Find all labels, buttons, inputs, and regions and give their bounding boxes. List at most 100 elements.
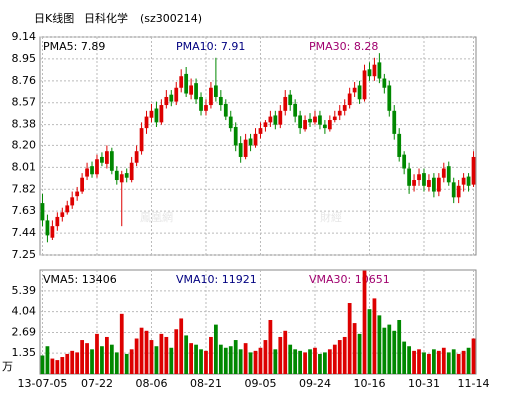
- y-tick-label: 4.04: [12, 305, 37, 318]
- candle-body: [342, 105, 347, 111]
- candle-body: [258, 128, 263, 134]
- x-tick-label: 08-06: [135, 377, 167, 390]
- legend-entry: VMA5: 13406: [43, 273, 117, 286]
- candle-body: [164, 96, 169, 106]
- volume-bar: [283, 330, 288, 374]
- volume-bar: [169, 347, 174, 374]
- candle-body: [327, 120, 332, 130]
- x-tick-label: 13-07-05: [18, 377, 68, 390]
- candle-body: [223, 103, 228, 117]
- volume-bar: [323, 352, 327, 374]
- candle-body: [233, 126, 238, 146]
- volume-bar: [233, 340, 238, 374]
- volume-bar: [357, 333, 362, 374]
- x-tick-label: 10-16: [353, 377, 385, 390]
- volume-bar: [248, 352, 253, 374]
- volume-bar: [367, 309, 372, 374]
- volume-bar: [179, 318, 184, 374]
- y-tick-label: 7.82: [12, 182, 37, 195]
- volume-bar: [451, 349, 456, 374]
- candle-body: [377, 62, 382, 79]
- candle-body: [204, 105, 208, 111]
- candle-body: [114, 170, 119, 181]
- candle-body: [70, 197, 75, 206]
- candle-body: [119, 174, 124, 183]
- candle-body: [199, 96, 203, 111]
- volume-bar: [253, 350, 258, 374]
- candle-body: [184, 73, 189, 94]
- volume-bar: [278, 336, 283, 374]
- candle-body: [129, 162, 134, 181]
- volume-bar: [70, 350, 75, 374]
- volume-bar: [298, 350, 302, 374]
- candle-body: [134, 151, 139, 163]
- candle-body: [422, 173, 426, 186]
- volume-bar: [288, 344, 293, 374]
- candle-body: [214, 85, 218, 97]
- candle-body: [323, 124, 327, 129]
- y-tick-label: 7.25: [12, 248, 37, 261]
- y-tick-label: 2.69: [12, 325, 37, 338]
- volume-bar: [466, 347, 471, 374]
- volume-bar: [377, 315, 382, 374]
- stock-name: 日科化学: [84, 11, 128, 25]
- price-frame: [39, 36, 477, 256]
- volume-bar: [50, 358, 55, 374]
- volume-bar: [397, 319, 402, 374]
- volume-bar: [387, 324, 392, 374]
- candle-body: [248, 138, 253, 146]
- volume-unit: 万: [2, 360, 13, 373]
- candle-body: [337, 110, 342, 116]
- candle-body: [154, 108, 159, 123]
- candle-body: [209, 87, 213, 106]
- volume-bar: [327, 349, 332, 374]
- volume-bar: [149, 340, 154, 374]
- candle-body: [238, 143, 243, 157]
- x-tick-label: 09-24: [299, 377, 331, 390]
- volume-bar: [337, 340, 342, 374]
- candle-body: [451, 182, 456, 198]
- volume-bar: [342, 336, 347, 374]
- candle-body: [194, 83, 198, 100]
- volume-bar: [432, 349, 436, 374]
- volume-bar: [209, 336, 213, 374]
- volume-bar: [174, 329, 179, 374]
- volume-bar: [238, 349, 243, 374]
- volume-bar: [214, 324, 218, 374]
- y-tick-label: 8.01: [12, 160, 37, 173]
- candle-body: [85, 168, 89, 177]
- candle-body: [80, 177, 84, 192]
- candle-body: [124, 173, 129, 178]
- volume-bar: [427, 353, 431, 374]
- volume-bar: [441, 347, 446, 374]
- volume-bar: [194, 344, 198, 374]
- candle-body: [243, 139, 248, 157]
- candle-body: [174, 87, 179, 102]
- volume-bar: [159, 333, 164, 374]
- candle-body: [55, 216, 60, 227]
- volume-bar: [303, 352, 307, 374]
- candle-body: [407, 168, 411, 186]
- candle-body: [139, 128, 144, 152]
- volume-bar: [456, 353, 461, 374]
- volume-bar: [100, 346, 104, 374]
- y-tick-label: 8.38: [12, 118, 37, 131]
- legend-entry: VMA10: 11921: [176, 273, 257, 286]
- volume-bar: [258, 347, 263, 374]
- x-tick-label: 09-05: [244, 377, 276, 390]
- candle-body: [357, 85, 362, 100]
- candle-body: [446, 166, 451, 183]
- candle-body: [100, 156, 104, 163]
- candle-body: [189, 85, 193, 95]
- candle-body: [308, 118, 312, 123]
- volume-bar: [243, 343, 248, 374]
- volume-bar: [139, 327, 144, 374]
- volume-bar: [417, 349, 421, 374]
- volume-bar: [461, 350, 466, 374]
- y-tick-label: 7.44: [12, 226, 37, 239]
- y-tick-label: 5.39: [12, 284, 37, 297]
- candle-body: [273, 115, 278, 125]
- volume-frame: [39, 269, 477, 375]
- y-tick-label: 8.76: [12, 74, 37, 87]
